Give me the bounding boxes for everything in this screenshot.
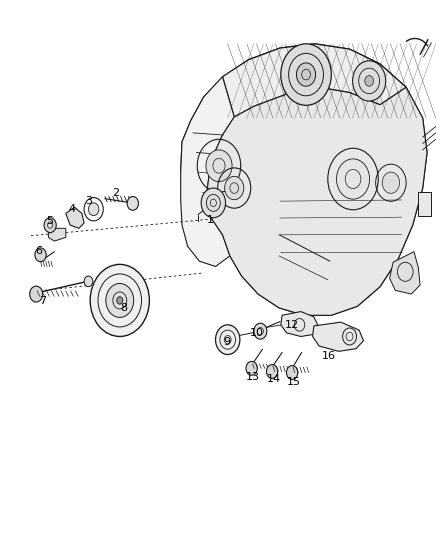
Text: 7: 7 (39, 296, 46, 306)
Circle shape (225, 176, 244, 200)
Text: 6: 6 (35, 246, 42, 256)
Polygon shape (66, 207, 84, 228)
Text: 15: 15 (287, 376, 301, 386)
Text: 4: 4 (68, 204, 75, 214)
Polygon shape (181, 77, 234, 266)
Polygon shape (181, 44, 427, 316)
Polygon shape (48, 228, 66, 241)
Circle shape (365, 76, 374, 86)
Text: 2: 2 (112, 188, 119, 198)
Circle shape (44, 217, 56, 232)
Circle shape (30, 286, 43, 302)
Polygon shape (281, 312, 318, 336)
Text: 14: 14 (266, 375, 280, 384)
Circle shape (266, 365, 278, 378)
Circle shape (90, 264, 149, 336)
Circle shape (206, 150, 232, 182)
Circle shape (84, 276, 93, 287)
Circle shape (201, 188, 226, 217)
Polygon shape (390, 252, 420, 294)
Text: 12: 12 (285, 320, 299, 330)
Text: 10: 10 (250, 328, 264, 338)
Text: 16: 16 (321, 351, 336, 361)
Text: 13: 13 (246, 372, 260, 382)
Circle shape (382, 172, 399, 193)
Circle shape (127, 197, 138, 211)
Circle shape (286, 366, 298, 379)
Circle shape (215, 325, 240, 354)
Text: 9: 9 (223, 337, 230, 347)
Text: 1: 1 (207, 215, 214, 225)
Circle shape (297, 63, 316, 86)
Text: 5: 5 (46, 216, 53, 227)
Text: 8: 8 (120, 303, 128, 313)
Polygon shape (313, 322, 364, 351)
Circle shape (281, 44, 331, 106)
Text: 3: 3 (85, 196, 92, 206)
Circle shape (224, 335, 231, 344)
Polygon shape (207, 87, 427, 316)
Circle shape (88, 203, 99, 216)
Circle shape (106, 284, 134, 317)
Circle shape (117, 297, 123, 304)
Circle shape (336, 159, 370, 199)
Bar (418, 192, 431, 216)
Circle shape (353, 61, 386, 101)
Circle shape (254, 323, 267, 339)
Circle shape (35, 248, 46, 262)
Circle shape (246, 361, 257, 375)
Polygon shape (223, 44, 406, 117)
